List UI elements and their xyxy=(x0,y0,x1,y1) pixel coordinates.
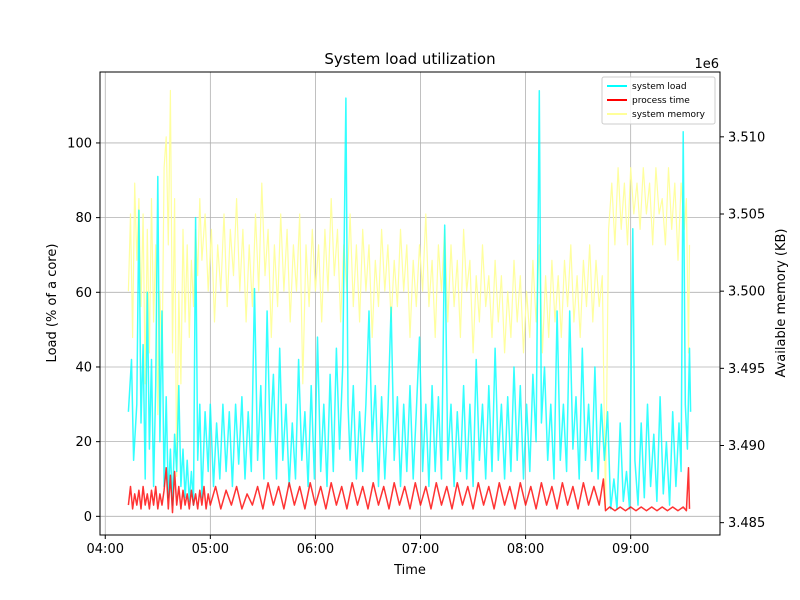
x-tick-label: 09:00 xyxy=(612,542,649,557)
y-left-tick-label: 100 xyxy=(67,136,92,151)
series-line-process-time xyxy=(127,467,691,514)
y-right-tick-label: 3.485 xyxy=(728,516,765,531)
x-axis-label: Time xyxy=(393,563,426,578)
y-left-tick-label: 40 xyxy=(75,360,92,375)
left-axis-label: Load (% of a core) xyxy=(45,244,60,363)
x-tick-label: 07:00 xyxy=(402,542,439,557)
legend-label-process-time: process time xyxy=(632,96,690,106)
legend-label-system-memory: system memory xyxy=(632,110,706,120)
y-left-tick-label: 20 xyxy=(75,435,92,450)
y-right-tick-label: 3.495 xyxy=(728,362,765,377)
x-tick-label: 05:00 xyxy=(192,542,229,557)
y-right-tick-label: 3.505 xyxy=(728,207,765,222)
series-line-system-load xyxy=(127,89,692,510)
y-right-tick-label: 3.490 xyxy=(728,439,765,454)
legend-box xyxy=(601,76,716,125)
legend-label-system-load: system load xyxy=(632,82,687,92)
right-axis-multiplier: 1e6 xyxy=(694,57,719,72)
y-left-tick-label: 80 xyxy=(75,211,92,226)
plot-frame xyxy=(99,71,721,536)
x-tick-label: 04:00 xyxy=(87,542,124,557)
y-left-tick-label: 60 xyxy=(75,286,92,301)
y-right-tick-label: 3.510 xyxy=(728,130,765,145)
series-layer xyxy=(127,89,692,514)
axis-layer: 04:00 05:00 06:00 07:00 08:00 09:00 0 20 40 60 80 1… xyxy=(67,130,765,557)
x-tick-label: 08:00 xyxy=(507,542,544,557)
x-tick-label: 06:00 xyxy=(297,542,334,557)
right-axis-label: Available memory (KB) xyxy=(774,228,789,377)
legend: system load process time system memory xyxy=(601,76,716,125)
chart-title: System load utilization xyxy=(324,50,495,68)
y-left-tick-label: 0 xyxy=(84,510,92,525)
y-right-tick-label: 3.500 xyxy=(728,285,765,300)
